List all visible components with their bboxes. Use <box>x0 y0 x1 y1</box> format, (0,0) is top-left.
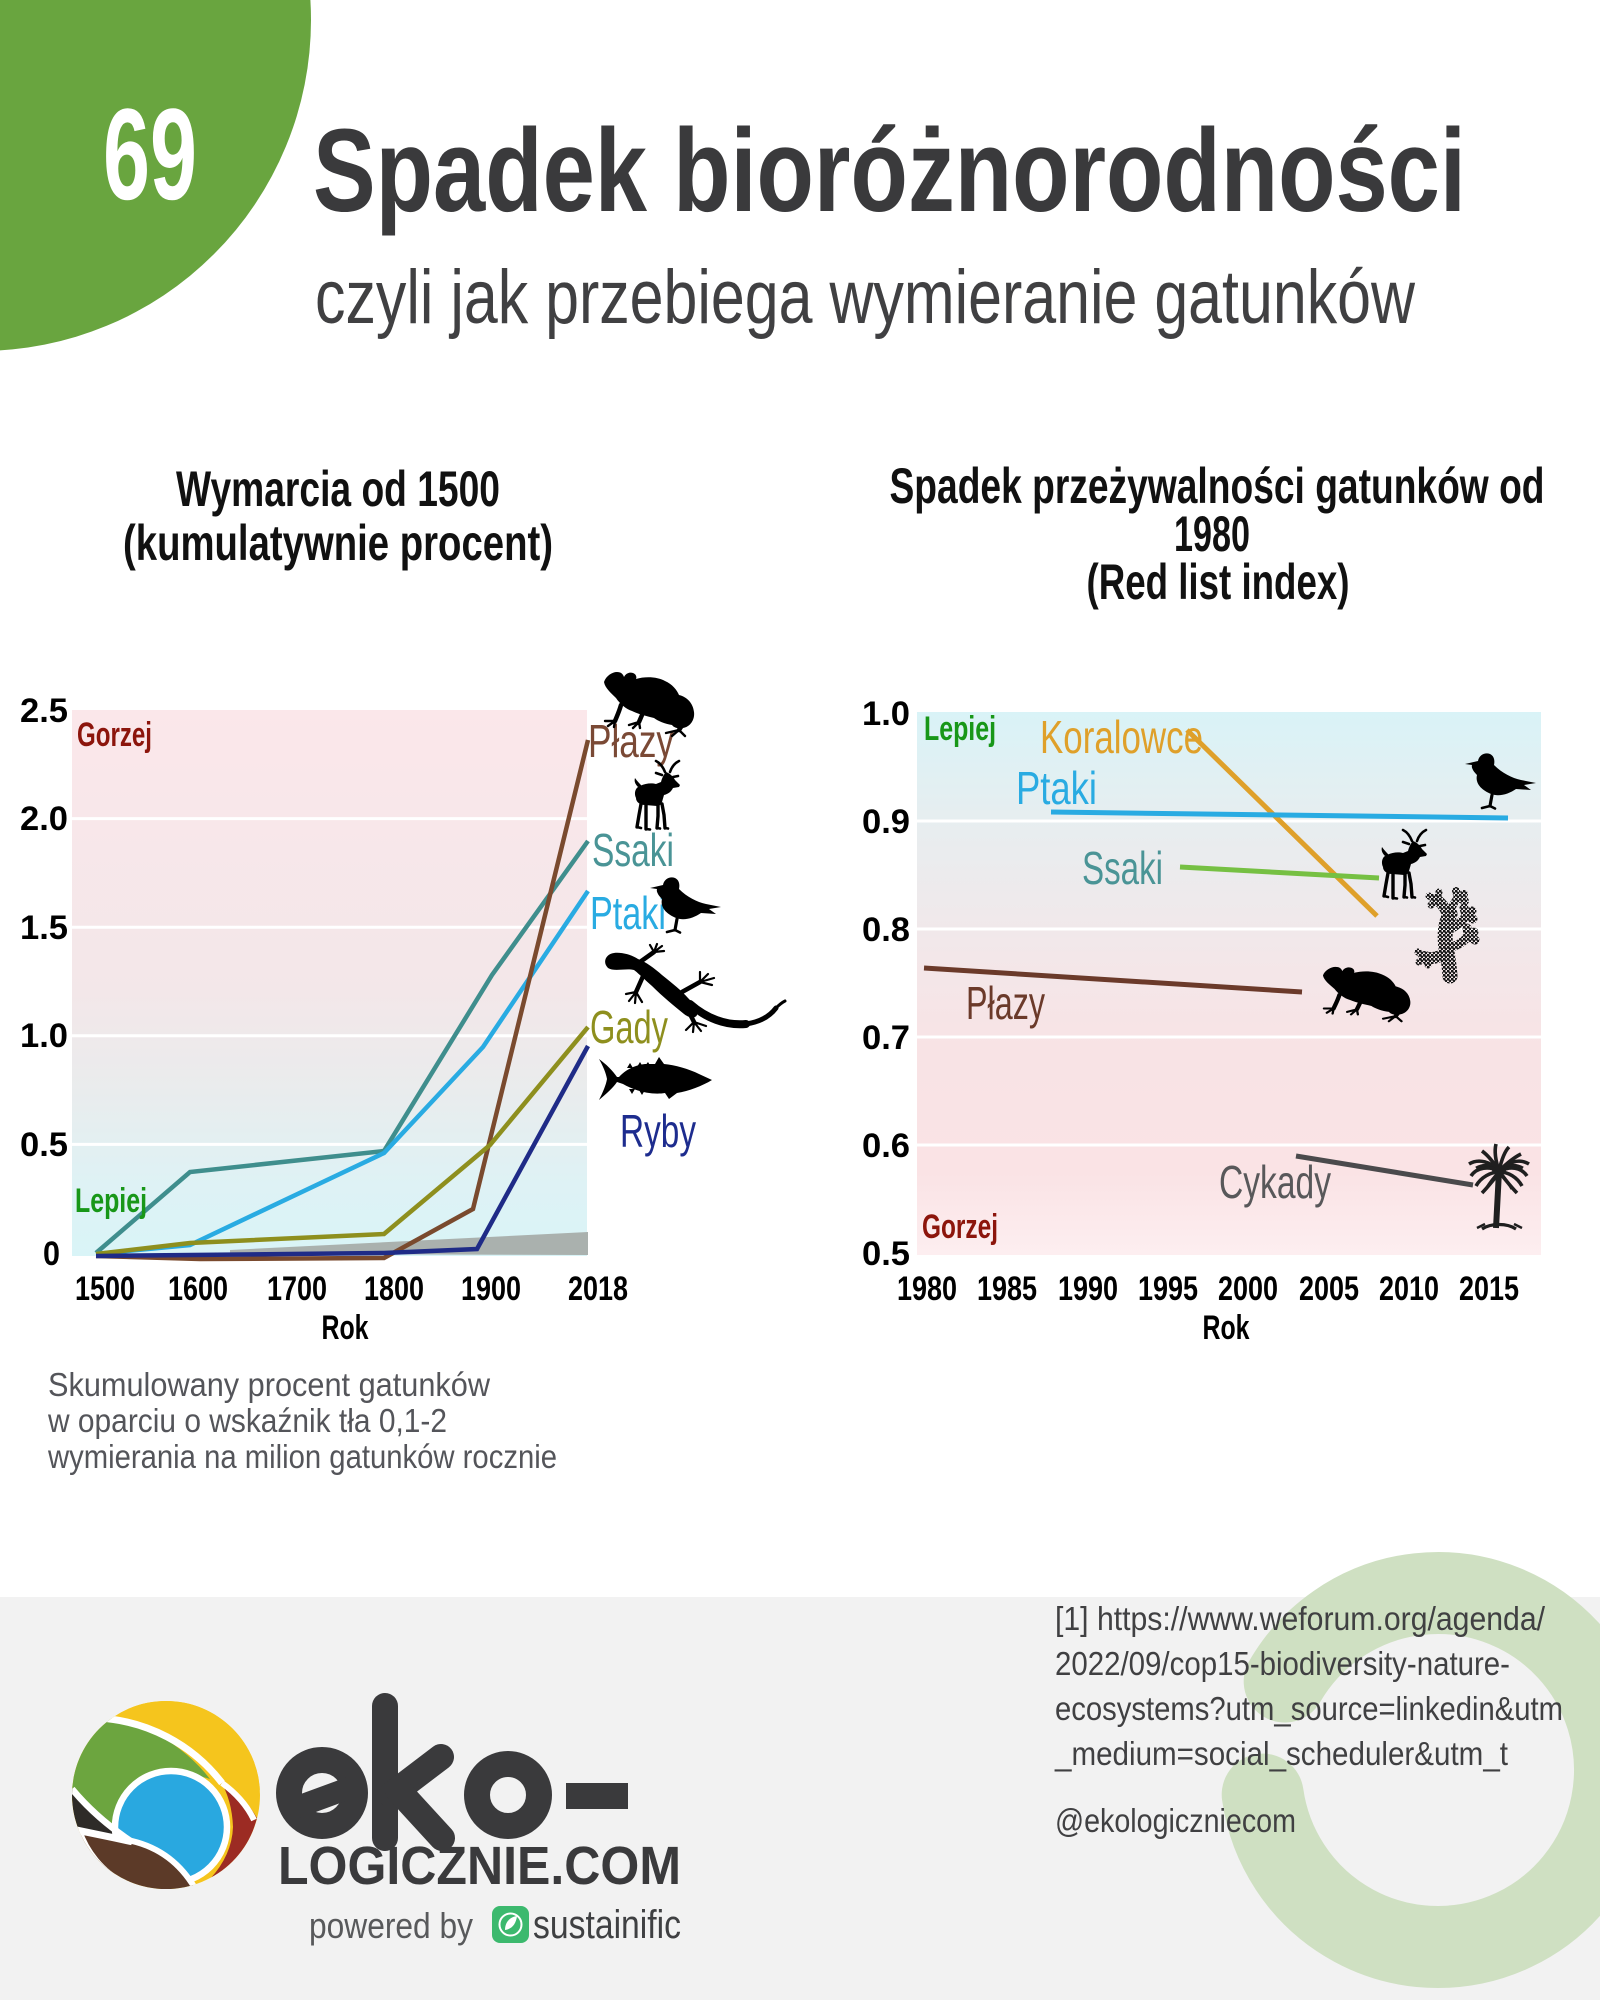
svg-text:2018: 2018 <box>568 1270 628 1308</box>
svg-text:_medium=social_scheduler&utm_t: _medium=social_scheduler&utm_t <box>1054 1735 1508 1772</box>
svg-text:1.0: 1.0 <box>862 695 910 733</box>
svg-text:Ryby: Ryby <box>620 1105 696 1157</box>
svg-text:1.5: 1.5 <box>20 909 68 947</box>
svg-text:Rok: Rok <box>1203 1309 1250 1347</box>
svg-text:2015: 2015 <box>1459 1270 1519 1308</box>
svg-text:Spadek bioróżnorodności: Spadek bioróżnorodności <box>313 105 1466 237</box>
svg-text:LOGICZNIE.COM: LOGICZNIE.COM <box>278 1836 681 1896</box>
svg-text:(kumulatywnie procent): (kumulatywnie procent) <box>123 515 553 571</box>
svg-text:Lepiej: Lepiej <box>75 1182 147 1220</box>
svg-text:1985: 1985 <box>977 1270 1037 1308</box>
svg-text:2005: 2005 <box>1299 1270 1359 1308</box>
svg-text:1980: 1980 <box>1174 506 1250 562</box>
svg-text:czyli jak przebiega wymieranie: czyli jak przebiega wymieranie gatunków <box>315 255 1416 340</box>
svg-text:1500: 1500 <box>75 1270 135 1308</box>
svg-text:Koralowce: Koralowce <box>1040 711 1203 763</box>
svg-text:1700: 1700 <box>267 1270 327 1308</box>
svg-text:ecosystems?utm_source=linkedin: ecosystems?utm_source=linkedin&utm <box>1055 1690 1563 1727</box>
svg-text:Gady: Gady <box>590 1001 668 1053</box>
svg-text:Spadek przeżywalności gatunków: Spadek przeżywalności gatunków od <box>890 458 1545 514</box>
svg-text:1990: 1990 <box>1058 1270 1118 1308</box>
svg-text:Ptaki: Ptaki <box>590 887 666 939</box>
svg-text:0.5: 0.5 <box>20 1126 68 1164</box>
svg-text:1900: 1900 <box>461 1270 521 1308</box>
svg-text:2010: 2010 <box>1379 1270 1439 1308</box>
svg-text:Gorzej: Gorzej <box>77 716 152 754</box>
svg-text:Płazy: Płazy <box>966 977 1045 1029</box>
svg-text:w oparciu o wskaźnik tła 0,1-2: w oparciu o wskaźnik tła 0,1-2 <box>47 1402 447 1439</box>
svg-text:wymierania na milion gatunków: wymierania na milion gatunków rocznie <box>47 1438 557 1475</box>
svg-text:@ekologiczniecom: @ekologiczniecom <box>1055 1802 1296 1839</box>
svg-text:Skumulowany procent gatunków: Skumulowany procent gatunków <box>48 1366 490 1403</box>
svg-text:0.5: 0.5 <box>862 1235 910 1273</box>
svg-text:0.7: 0.7 <box>862 1019 910 1057</box>
svg-text:0.9: 0.9 <box>862 803 910 841</box>
svg-text:Ssaki: Ssaki <box>1082 842 1163 894</box>
svg-text:sustainific: sustainific <box>533 1903 681 1947</box>
svg-text:1.0: 1.0 <box>20 1017 68 1055</box>
svg-text:1980: 1980 <box>897 1270 957 1308</box>
svg-text:2000: 2000 <box>1218 1270 1278 1308</box>
svg-text:0: 0 <box>43 1235 60 1273</box>
svg-text:Gorzej: Gorzej <box>922 1208 998 1246</box>
svg-text:Lepiej: Lepiej <box>924 710 996 748</box>
svg-text:2.0: 2.0 <box>20 800 68 838</box>
svg-text:powered by: powered by <box>309 1905 473 1946</box>
svg-text:69: 69 <box>103 81 197 227</box>
svg-text:0.8: 0.8 <box>862 911 910 949</box>
svg-text:Ssaki: Ssaki <box>592 824 674 876</box>
svg-text:2022/09/cop15-biodiversity-nat: 2022/09/cop15-biodiversity-nature- <box>1055 1645 1510 1682</box>
svg-text:Rok: Rok <box>322 1309 369 1347</box>
svg-text:0.6: 0.6 <box>862 1127 910 1165</box>
svg-text:Wymarcia od 1500: Wymarcia od 1500 <box>176 461 500 517</box>
svg-text:(Red list index): (Red list index) <box>1087 554 1350 610</box>
svg-text:Cykady: Cykady <box>1219 1156 1331 1208</box>
svg-text:1600: 1600 <box>168 1270 228 1308</box>
svg-text:Ptaki: Ptaki <box>1016 762 1097 814</box>
svg-text:1995: 1995 <box>1138 1270 1198 1308</box>
svg-text:1800: 1800 <box>364 1270 424 1308</box>
svg-text:[1] https://www.weforum.org/ag: [1] https://www.weforum.org/agenda/ <box>1055 1600 1546 1637</box>
svg-text:2.5: 2.5 <box>20 692 68 730</box>
svg-text:Płazy: Płazy <box>588 715 674 767</box>
